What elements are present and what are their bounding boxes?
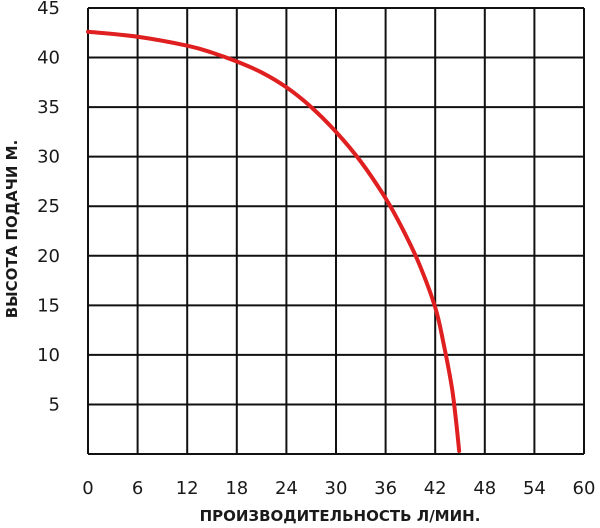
x-tick-label: 48	[473, 478, 496, 499]
y-tick-label: 15	[37, 295, 60, 316]
x-tick-label: 30	[325, 478, 348, 499]
y-tick-label: 30	[37, 147, 60, 168]
chart-series	[86, 29, 462, 454]
y-tick-label: 10	[37, 345, 60, 366]
x-tick-label: 42	[424, 478, 447, 499]
y-tick-label: 20	[37, 246, 60, 267]
x-tick-label: 18	[225, 478, 248, 499]
y-tick-label: 5	[49, 394, 60, 415]
x-tick-label: 24	[275, 478, 298, 499]
y-tick-label: 40	[37, 48, 60, 69]
x-tick-label: 60	[573, 478, 596, 499]
x-tick-label: 6	[132, 478, 143, 499]
y-axis-ticks: 5 10 15 20 25 30 35 40 45	[37, 0, 60, 415]
x-tick-label: 0	[82, 478, 93, 499]
x-tick-label: 36	[374, 478, 397, 499]
y-axis-title: ВЫСОТА ПОДАЧИ М.	[3, 140, 21, 319]
performance-curve	[86, 29, 462, 454]
y-tick-label: 35	[37, 97, 60, 118]
x-axis-title: ПРОИЗВОДИТЕЛЬНОСТЬ Л/МИН.	[200, 507, 481, 525]
y-tick-label: 45	[37, 0, 60, 19]
x-tick-label: 12	[176, 478, 199, 499]
x-axis-ticks: 0 6 12 18 24 30 36 42 48 54 60	[82, 478, 595, 499]
chart-grid	[87, 7, 585, 455]
y-tick-label: 25	[37, 196, 60, 217]
x-tick-label: 54	[523, 478, 546, 499]
